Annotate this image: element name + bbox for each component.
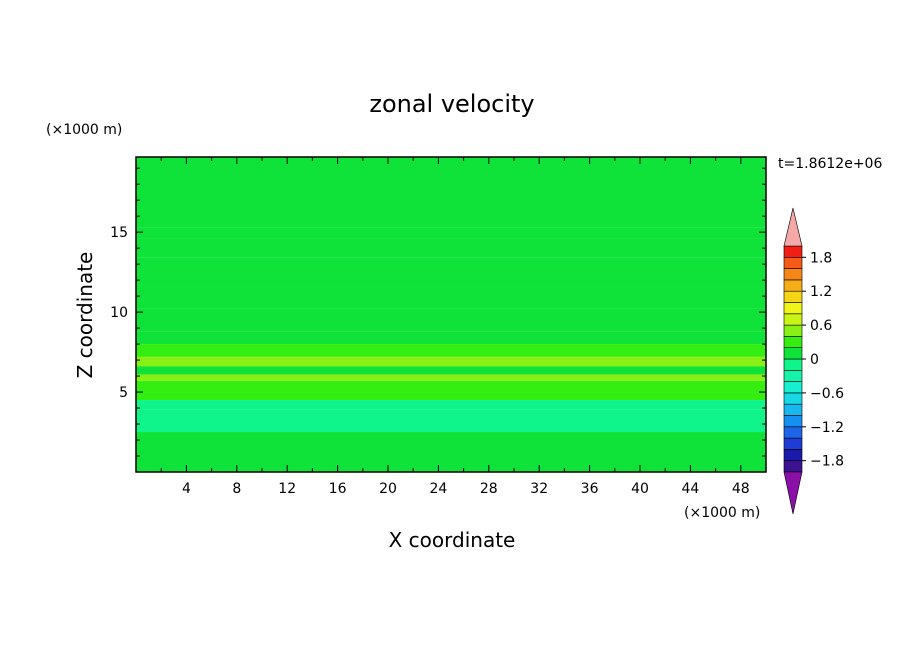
velocity-band: [136, 227, 766, 239]
velocity-band: [136, 374, 766, 381]
colorbar-segment: [783, 256, 803, 269]
x-tick-label: 32: [530, 481, 548, 497]
x-tick-label: 4: [182, 481, 191, 497]
x-tick-label: 16: [329, 481, 347, 497]
velocity-band: [136, 331, 766, 345]
colorbar-segment: [783, 381, 803, 394]
colorbar-segment: [783, 245, 803, 258]
colorbar-segment: [783, 324, 803, 337]
y-tick-label: 10: [110, 305, 128, 321]
colorbar-label: 1.2: [810, 284, 832, 300]
x-axis-label: X coordinate: [389, 528, 516, 552]
velocity-band: [136, 356, 766, 367]
velocity-band: [136, 409, 766, 433]
velocity-band: [136, 392, 766, 401]
y-unit-label: (×1000 m): [46, 122, 122, 138]
y-axis: 5 10 15: [110, 167, 766, 457]
velocity-band: [136, 308, 766, 332]
x-tick-label: 48: [732, 481, 750, 497]
colorbar-segment: [783, 415, 803, 428]
colorbar-under-triangle: [783, 471, 803, 515]
x-tick-label: 44: [681, 481, 699, 497]
velocity-band: [136, 380, 766, 393]
x-tick-label: 24: [429, 481, 447, 497]
colorbar-segment: [783, 336, 803, 348]
colorbar-label: −1.8: [810, 454, 844, 470]
colorbar-segment: [783, 369, 803, 382]
colorbar-segment: [783, 392, 803, 405]
colorbar-segment: [783, 437, 803, 450]
y-axis-label: Z coordinate: [73, 252, 97, 379]
colorbar-label: −0.6: [810, 386, 844, 402]
colorbar-segment: [783, 302, 803, 315]
x-axis: 4 8 12 16 20 24 28 32 36 40 44 48: [160, 157, 750, 497]
colorbar-segment: [783, 268, 803, 281]
x-unit-label: (×1000 m): [684, 505, 760, 521]
velocity-band: [136, 257, 766, 287]
plot-frame: [135, 156, 767, 473]
colorbar-segment: [783, 449, 803, 461]
colorbar-segment: [783, 358, 803, 371]
time-label: t=1.8612e+06: [778, 156, 882, 172]
colorbar-segment: [783, 313, 803, 326]
colorbar-segment: [783, 347, 803, 360]
colorbar-label: 0.6: [810, 318, 832, 334]
velocity-band: [136, 366, 766, 375]
y-tick-label: 5: [119, 385, 128, 401]
colorbar-segment: [783, 403, 803, 416]
velocity-band: [136, 157, 766, 228]
x-tick-label: 20: [379, 481, 397, 497]
velocity-band: [136, 400, 766, 410]
colorbar-segment: [783, 279, 803, 292]
colorbar-label: 0: [810, 352, 819, 368]
colorbar-segment: [783, 460, 803, 473]
colorbar-label: 1.8: [810, 250, 832, 266]
colorbar-over-triangle: [783, 207, 803, 247]
colorbar: 1.8 1.2 0.6 0 −0.6 −1.2 −1.8: [783, 207, 844, 515]
x-tick-label: 36: [581, 481, 599, 497]
velocity-field: [136, 157, 766, 472]
x-tick-label: 8: [232, 481, 241, 497]
y-tick-label: 15: [110, 225, 128, 241]
chart-title: zonal velocity: [369, 90, 534, 118]
x-tick-label: 28: [480, 481, 498, 497]
colorbar-segment: [783, 290, 803, 303]
velocity-band: [136, 286, 766, 309]
velocity-band: [136, 344, 766, 357]
velocity-band: [136, 432, 766, 472]
x-tick-label: 40: [631, 481, 649, 497]
velocity-band: [136, 238, 766, 258]
colorbar-segment: [783, 426, 803, 439]
x-tick-label: 12: [278, 481, 296, 497]
colorbar-label: −1.2: [810, 420, 844, 436]
